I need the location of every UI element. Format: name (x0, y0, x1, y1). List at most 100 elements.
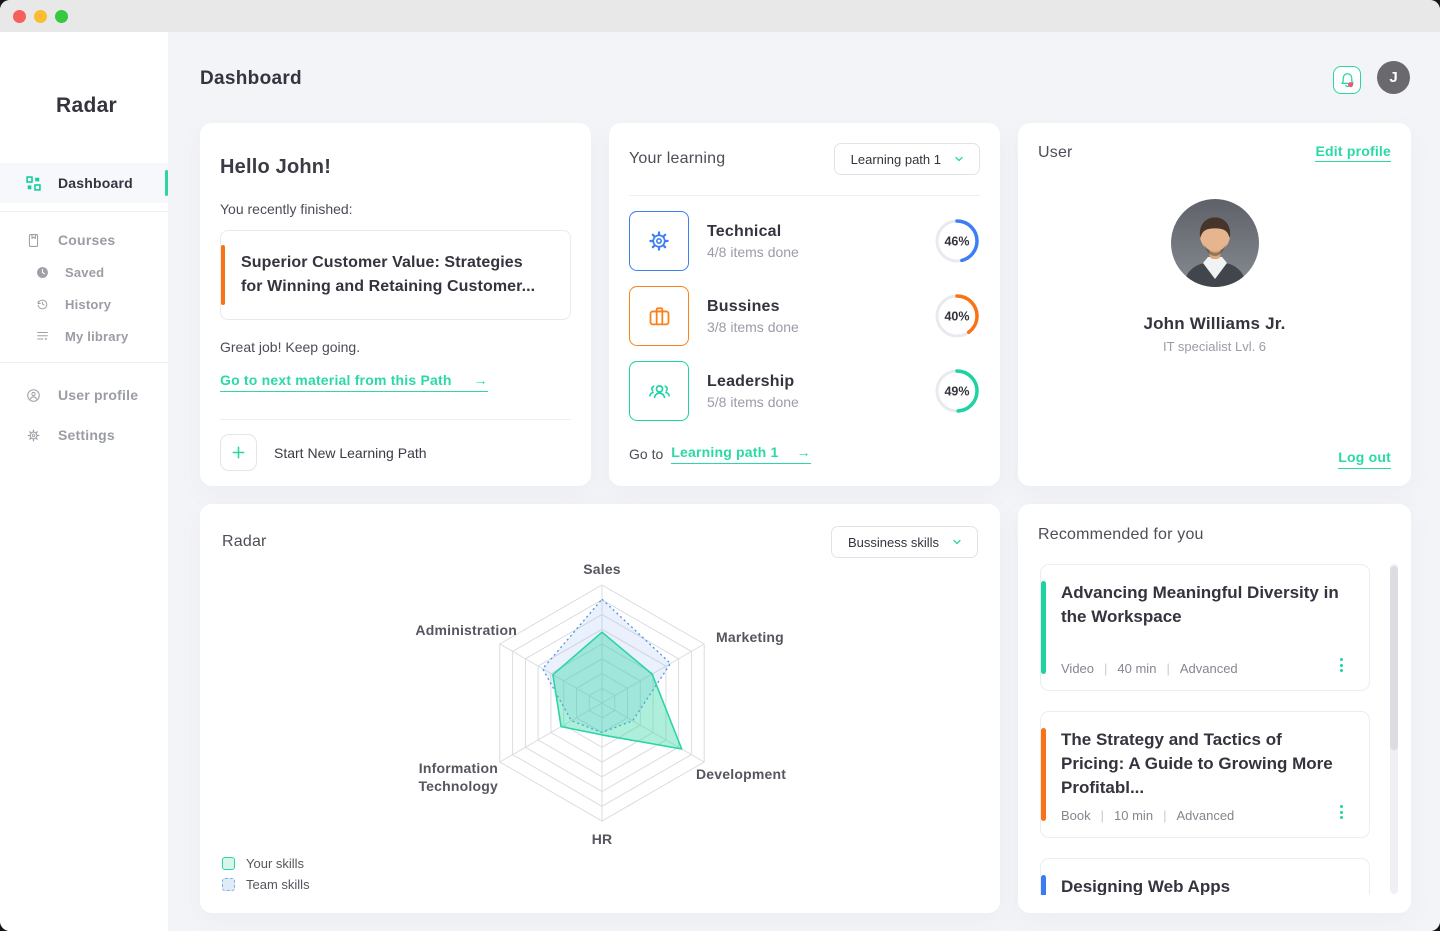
learning-row-name: Bussines (707, 297, 780, 315)
learning-path-dropdown-value: Learning path 1 (850, 151, 941, 167)
chevron-down-icon (953, 153, 965, 165)
item-menu-dots[interactable] (1338, 656, 1345, 674)
user-card-title: User (1038, 143, 1073, 161)
minimize-window-button[interactable] (34, 9, 47, 23)
learning-card-title: Your learning (629, 150, 726, 167)
active-indicator (165, 170, 168, 196)
svg-text:49%: 49% (944, 385, 969, 399)
start-new-path-row: Start New Learning Path (220, 434, 571, 471)
recommended-item-meta: Book | 10 min | Advanced (1061, 808, 1235, 823)
user-card: User Edit profile John Williams Jr. (1018, 123, 1411, 486)
sidebar-item-courses[interactable]: Courses (0, 224, 168, 256)
goto-row: Go to Learning path 1 → (629, 444, 980, 464)
progress-ring: 40% (935, 294, 979, 338)
team-skills-swatch (222, 878, 235, 891)
user-circle-icon (26, 388, 41, 403)
sidebar-item-settings[interactable]: Settings (0, 415, 168, 455)
scrollbar-thumb[interactable] (1390, 566, 1398, 750)
learning-path-link[interactable]: Learning path 1 → (671, 444, 811, 464)
legend-your-skills: Your skills (222, 853, 310, 874)
next-material-link[interactable]: Go to next material from this Path → (220, 372, 488, 392)
legend-team-skills: Team skills (222, 874, 310, 895)
item-accent-bar (1041, 875, 1046, 895)
divider (0, 362, 168, 363)
recommended-item-meta: Video | 40 min | Advanced (1061, 661, 1238, 676)
divider (220, 419, 571, 420)
notifications-button[interactable] (1333, 66, 1361, 94)
close-window-button[interactable] (13, 9, 26, 23)
recommended-item-title: The Strategy and Tactics of Pricing: A G… (1061, 730, 1333, 797)
recommended-item[interactable]: Designing Web Apps (1040, 858, 1370, 895)
sidebar-item-label: My library (65, 328, 129, 344)
chevron-down-icon (951, 536, 963, 548)
learning-row-name: Leadership (707, 372, 795, 390)
sidebar-item-label: Dashboard (58, 175, 133, 191)
dashboard-grid-icon (26, 175, 41, 191)
sidebar-item-label: Settings (58, 427, 115, 443)
item-accent-bar (1041, 728, 1046, 821)
learning-row-bussines[interactable]: Bussines 3/8 items done 40% (629, 286, 980, 346)
sidebar-item-label: Courses (58, 232, 116, 248)
progress-ring: 46% (935, 219, 979, 263)
user-name: John Williams Jr. (1143, 314, 1286, 333)
technical-gear-icon (629, 211, 689, 271)
radar-chart (499, 584, 705, 822)
dashboard-content: Hello John! You recently finished: Super… (200, 123, 1411, 913)
header-avatar[interactable]: J (1377, 61, 1410, 94)
app-logo: Radar (56, 94, 118, 117)
sidebar-item-saved[interactable]: Saved (0, 256, 168, 288)
edit-profile-link[interactable]: Edit profile (1315, 143, 1391, 162)
learning-path-dropdown[interactable]: Learning path 1 (833, 143, 980, 175)
recommended-item-title: Advancing Meaningful Diversity in the Wo… (1061, 583, 1339, 626)
logout-link[interactable]: Log out (1338, 449, 1391, 469)
item-menu-dots[interactable] (1338, 803, 1345, 821)
encouragement-text: Great job! Keep going. (220, 339, 361, 355)
sidebar-item-user-profile[interactable]: User profile (0, 375, 168, 415)
divider (629, 195, 980, 196)
plus-icon (231, 445, 246, 460)
sidebar-nav: Dashboard Courses Saved (0, 163, 168, 455)
arrow-right-icon: → (473, 372, 488, 388)
recommended-title: Recommended for you (1038, 526, 1204, 543)
sidebar-item-history[interactable]: History (0, 288, 168, 320)
start-new-path-button[interactable] (220, 434, 257, 471)
sidebar-item-label: History (65, 296, 112, 312)
skills-dropdown[interactable]: Bussiness skills (830, 526, 978, 558)
library-list-icon (36, 330, 49, 343)
radar-axis-sales: Sales (583, 561, 621, 577)
learning-path-link-label: Learning path 1 (671, 444, 779, 460)
learning-row-name: Technical (707, 222, 782, 240)
radar-axis-marketing: Marketing (716, 629, 784, 645)
book-icon (26, 233, 41, 248)
learning-row-technical[interactable]: Technical 4/8 items done 46% (629, 211, 980, 271)
start-new-path-label: Start New Learning Path (274, 444, 427, 461)
finished-course-card[interactable]: Superior Customer Value: Strategies for … (220, 230, 571, 320)
gear-icon (26, 428, 41, 443)
divider (0, 211, 168, 212)
recommended-item[interactable]: The Strategy and Tactics of Pricing: A G… (1040, 711, 1370, 838)
sidebar-item-dashboard[interactable]: Dashboard (0, 163, 168, 203)
recommended-item[interactable]: Advancing Meaningful Diversity in the Wo… (1040, 564, 1370, 691)
finished-course-title: Superior Customer Value: Strategies for … (241, 254, 536, 295)
learning-row-leadership[interactable]: Leadership 5/8 items done 49% (629, 361, 980, 421)
sidebar-item-my-library[interactable]: My library (0, 320, 168, 352)
fullscreen-window-button[interactable] (55, 9, 68, 23)
recommended-card: Recommended for you Advancing Meaningful… (1018, 504, 1411, 913)
arrow-right-icon: → (796, 444, 811, 460)
recently-finished-label: You recently finished: (220, 201, 353, 217)
goto-prefix: Go to (629, 446, 664, 462)
radar-axis-development: Development (696, 766, 787, 782)
learning-row-progress-text: 3/8 items done (707, 318, 799, 335)
learning-row-progress-text: 4/8 items done (707, 243, 799, 260)
radar-legend: Your skills Team skills (222, 853, 310, 895)
sidebar-item-label: User profile (58, 387, 139, 403)
skills-dropdown-value: Bussiness skills (847, 534, 939, 550)
user-photo (1170, 199, 1259, 287)
learning-row-progress-text: 5/8 items done (707, 393, 799, 410)
radar-axis-administration: Administration (415, 622, 517, 638)
page-title: Dashboard (200, 68, 302, 89)
user-role: IT specialist Lvl. 6 (1162, 339, 1267, 354)
window-titlebar (0, 0, 1440, 32)
clock-icon (36, 266, 49, 279)
